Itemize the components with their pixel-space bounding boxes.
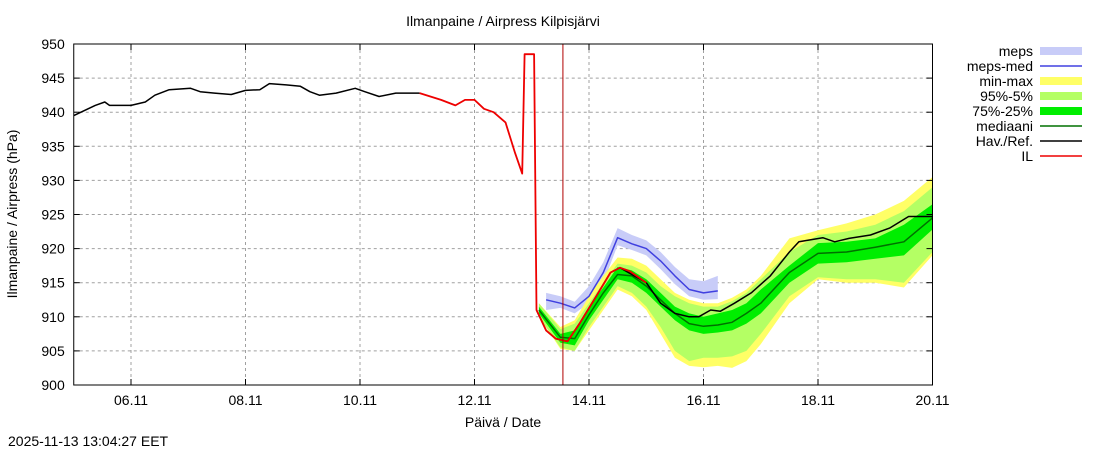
- il-line: [419, 53, 647, 343]
- legend-swatch-meps: [1040, 47, 1082, 55]
- legend-label: 95%-5%: [980, 88, 1033, 104]
- legend-label: 75%-25%: [972, 103, 1033, 119]
- x-axis-label: Päivä / Date: [465, 414, 541, 430]
- y-tick-label: 950: [41, 36, 65, 52]
- y-tick-label: 945: [41, 70, 65, 86]
- lines: [73, 44, 933, 385]
- legend-label: meps: [999, 43, 1033, 59]
- meps-band: [546, 228, 718, 314]
- legend-swatch-minmax: [1040, 77, 1082, 85]
- chart-title: Ilmanpaine / Airpress Kilpisjärvi: [406, 13, 600, 29]
- legend-label: mediaani: [976, 118, 1033, 134]
- y-tick-label: 910: [41, 309, 65, 325]
- y-tick-label: 935: [41, 138, 65, 154]
- median-line: [538, 217, 933, 340]
- observed-line: [73, 82, 420, 117]
- x-tick-label: 06.11: [114, 392, 148, 408]
- legend-label: Hav./Ref.: [976, 133, 1033, 149]
- y-tick-label: 925: [41, 207, 65, 223]
- grid: [73, 44, 933, 385]
- axes: 900 905 910 915 920 925 930 935 940 945 950 06.11 08…: [41, 36, 949, 408]
- bands: [538, 177, 933, 368]
- x-tick-label: 18.11: [801, 392, 835, 408]
- legend-label: IL: [1021, 148, 1033, 164]
- footer-timestamp: 2025-11-13 13:04:27 EET: [8, 433, 169, 449]
- y-tick-label: 920: [41, 241, 65, 257]
- x-tick-label: 20.11: [916, 392, 950, 408]
- legend-label: meps-med: [967, 58, 1033, 74]
- x-tick-label: 08.11: [229, 392, 263, 408]
- y-tick-label: 930: [41, 172, 65, 188]
- x-tick-label: 16.11: [687, 392, 721, 408]
- x-tick-label: 10.11: [343, 392, 377, 408]
- y-tick-label: 940: [41, 104, 65, 120]
- y-tick-label: 905: [41, 343, 65, 359]
- legend-swatch-p75_25: [1040, 107, 1082, 115]
- x-tick-label: 14.11: [572, 392, 606, 408]
- plot-frame: [73, 43, 933, 386]
- meps-median-line: [545, 236, 718, 309]
- x-tick-label: 12.11: [458, 392, 492, 408]
- legend: mepsmeps-medmin-max95%-5%75%-25%mediaani…: [967, 43, 1082, 164]
- y-tick-label: 900: [41, 377, 65, 393]
- y-axis-label: Ilmanpaine / Airpress (hPa): [4, 130, 20, 299]
- legend-label: min-max: [979, 73, 1033, 89]
- y-tick-label: 915: [41, 275, 65, 291]
- legend-swatch-p95_5: [1040, 92, 1082, 100]
